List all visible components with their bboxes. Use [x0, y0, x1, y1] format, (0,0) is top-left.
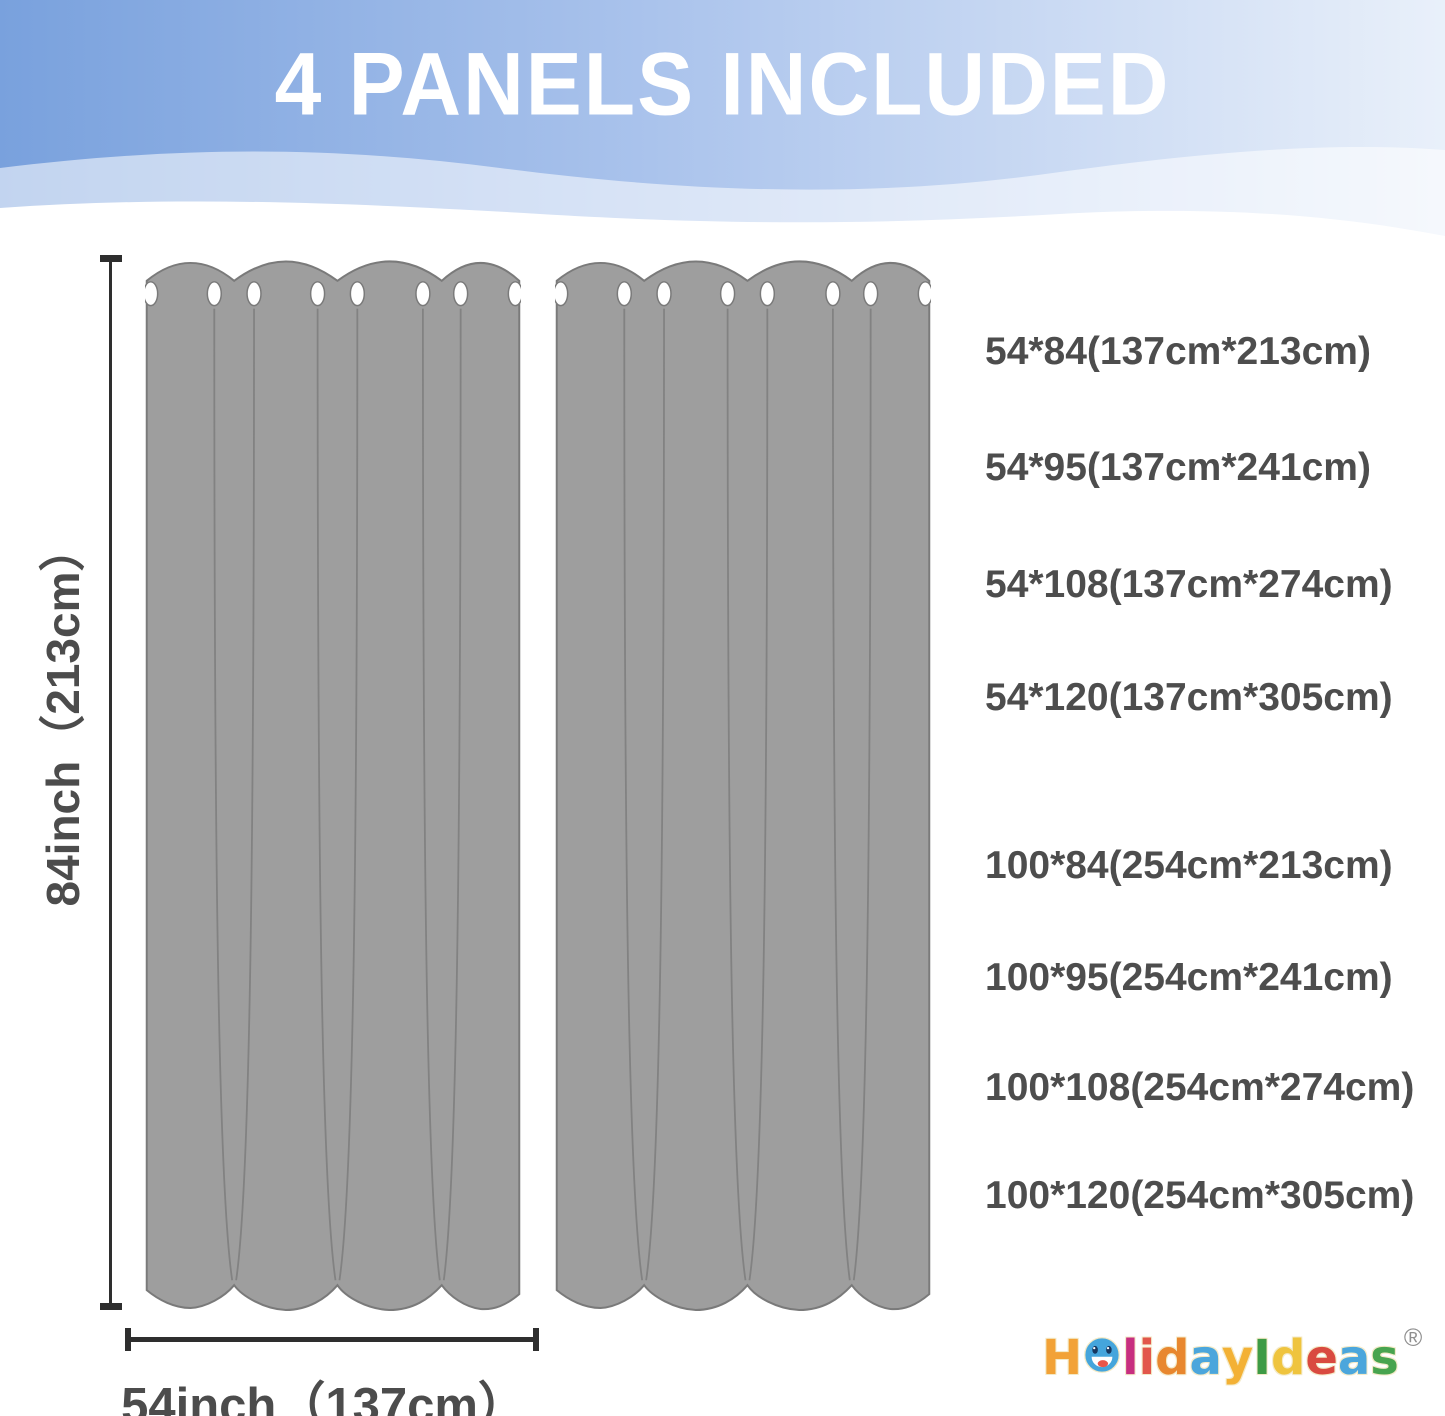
height-dimension-cap-top — [100, 255, 122, 262]
brand-logo: H lidayIdeas ® — [1042, 1324, 1422, 1400]
logo-letter-o-smiley-icon — [1083, 1330, 1121, 1373]
logo-letter: d — [1270, 1330, 1306, 1386]
size-option: 100*84(254cm*213cm) — [985, 844, 1393, 887]
banner-title: 4 PANELS INCLUDED — [274, 33, 1171, 134]
logo-letter: I — [1253, 1330, 1271, 1386]
size-option: 54*95(137cm*241cm) — [985, 446, 1371, 489]
logo-letter: a — [1337, 1330, 1371, 1386]
logo-letter: y — [1221, 1330, 1254, 1386]
size-option: 54*120(137cm*305cm) — [985, 676, 1393, 719]
logo-letter: l — [1122, 1330, 1139, 1386]
registered-trademark-icon: ® — [1403, 1324, 1423, 1352]
logo-letter: H — [1042, 1330, 1083, 1386]
logo-letter: i — [1138, 1330, 1156, 1386]
height-dimension-line — [109, 258, 112, 1308]
banner-wave-background — [0, 0, 1445, 250]
size-option: 100*95(254cm*241cm) — [985, 956, 1393, 999]
logo-letter: e — [1305, 1330, 1338, 1386]
size-option: 100*108(254cm*274cm) — [985, 1066, 1415, 1109]
width-dimension-cap-right — [533, 1328, 539, 1351]
logo-letter: a — [1189, 1330, 1222, 1386]
width-dimension-line — [127, 1337, 537, 1342]
size-option: 100*120(254cm*305cm) — [985, 1174, 1415, 1217]
banner: 4 PANELS INCLUDED — [0, 0, 1445, 250]
logo-letter: d — [1155, 1330, 1190, 1386]
height-dimension-cap-bottom — [100, 1303, 122, 1310]
size-option: 54*84(137cm*213cm) — [985, 330, 1371, 373]
width-dimension-label: 54inch（137cm） — [121, 1379, 527, 1416]
logo-letter: s — [1370, 1330, 1399, 1386]
width-dimension-cap-left — [125, 1328, 131, 1351]
size-option: 54*108(137cm*274cm) — [985, 563, 1393, 606]
